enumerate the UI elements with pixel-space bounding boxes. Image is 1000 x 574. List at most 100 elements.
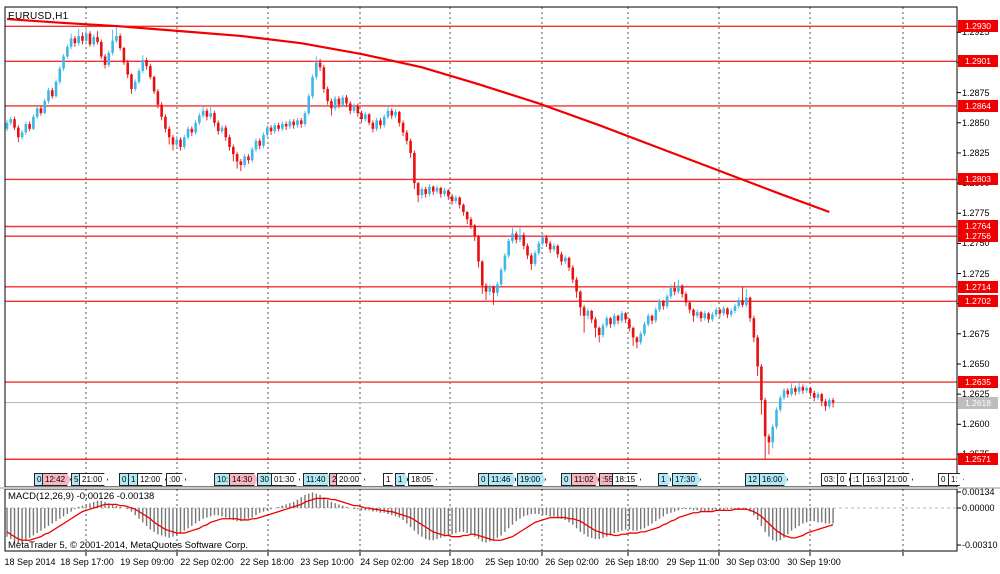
- candle-body: [616, 315, 620, 321]
- candle-body: [560, 254, 563, 262]
- candle-body: [484, 285, 488, 292]
- candle-body: [450, 196, 454, 202]
- candle-body: [133, 81, 137, 90]
- time-axis-label: 26 Sep 02:00: [545, 557, 599, 567]
- candle-body: [235, 154, 239, 162]
- candle-body: [703, 313, 707, 319]
- object-tag[interactable]: 1: [395, 473, 408, 486]
- object-tag[interactable]: 18:15: [612, 473, 641, 486]
- candle-body: [707, 313, 710, 320]
- candle-body: [579, 291, 582, 308]
- object-tag[interactable]: 12:42: [42, 473, 71, 486]
- object-tag[interactable]: 30: [257, 473, 275, 486]
- candle-body: [382, 116, 386, 126]
- object-tag[interactable]: 14:30: [229, 473, 258, 486]
- candle-body: [729, 310, 733, 315]
- candle-body: [454, 197, 458, 202]
- object-tag[interactable]: 12:00: [137, 473, 166, 486]
- candle-body: [665, 296, 669, 307]
- candle-body: [612, 315, 616, 325]
- price-tick-label: 1.2600: [962, 419, 990, 430]
- candle-body: [273, 125, 277, 132]
- candle-body: [624, 313, 627, 320]
- object-tag[interactable]: 21:00: [79, 473, 108, 486]
- candle-body: [367, 114, 371, 123]
- candle-body: [831, 400, 835, 403]
- object-tag[interactable]: 17:30: [672, 473, 701, 486]
- candle-body: [232, 146, 235, 155]
- candle-body: [213, 113, 216, 123]
- candle-body: [797, 386, 801, 392]
- candle-body: [786, 390, 790, 395]
- object-tag[interactable]: 11:02: [571, 473, 599, 486]
- macd-signal-line: [6, 497, 834, 541]
- object-tag[interactable]: 0: [837, 473, 850, 486]
- candle-body: [790, 388, 793, 395]
- candle-body: [186, 128, 190, 138]
- level-price-badge: 1.2864: [958, 99, 998, 112]
- candle-body: [326, 89, 329, 102]
- candle-body: [277, 125, 280, 129]
- time-axis-label: 25 Sep 10:00: [485, 557, 539, 567]
- object-tag[interactable]: :00: [166, 473, 186, 486]
- candle-body: [171, 137, 175, 145]
- candle-body: [752, 318, 756, 338]
- candle-body: [465, 212, 469, 220]
- candle-body: [680, 285, 684, 295]
- candle-body: [563, 257, 567, 262]
- time-axis-label: 30 Sep 19:00: [787, 557, 841, 567]
- candle-body: [198, 115, 201, 123]
- candle-body: [190, 128, 194, 133]
- candle-body: [43, 101, 47, 114]
- candle-body: [658, 301, 661, 310]
- candle-body: [507, 240, 510, 256]
- candle-body: [801, 386, 805, 391]
- candle-body: [827, 400, 831, 407]
- candle-body: [447, 190, 450, 197]
- object-tag[interactable]: 1: [658, 473, 671, 486]
- candle-body: [413, 152, 416, 184]
- candle-body: [228, 137, 231, 147]
- macd-signal-value: -0.00138: [116, 491, 155, 502]
- object-tag[interactable]: 11:40: [303, 473, 331, 486]
- level-price-badge: 1.2764: [958, 220, 998, 233]
- candle-body: [337, 98, 341, 105]
- candle-body: [405, 132, 409, 141]
- price-tick-label: 1.2875: [962, 87, 990, 98]
- candle-body: [265, 127, 269, 135]
- candle-body: [763, 400, 767, 437]
- candle-body: [330, 101, 333, 109]
- candle-body: [416, 183, 420, 196]
- object-tag[interactable]: 11:46: [488, 473, 516, 486]
- candle-body: [100, 41, 103, 57]
- object-tag[interactable]: 18:05: [408, 473, 437, 486]
- object-tag[interactable]: 20:00: [336, 473, 365, 486]
- object-tag[interactable]: 1:: [948, 473, 964, 486]
- candle-body: [756, 337, 759, 367]
- candle-body: [126, 62, 130, 75]
- object-tag[interactable]: 19:00: [517, 473, 546, 486]
- candle-body: [824, 401, 827, 407]
- object-tag[interactable]: 01:30: [271, 473, 300, 486]
- candle-body: [654, 309, 658, 321]
- candle-body: [269, 127, 273, 132]
- candle-body: [66, 46, 69, 57]
- object-tag[interactable]: 21:00: [884, 473, 913, 486]
- candle-body: [695, 312, 699, 316]
- candle-body: [24, 123, 28, 133]
- candle-body: [390, 110, 394, 116]
- candle-body: [420, 189, 424, 196]
- candle-body: [20, 132, 24, 138]
- candle-body: [590, 310, 593, 320]
- candle-body: [473, 225, 477, 237]
- candle-body: [812, 392, 816, 398]
- object-tag[interactable]: 16:00: [759, 473, 788, 486]
- candle-body: [688, 302, 692, 310]
- time-axis-label: 30 Sep 03:00: [726, 557, 780, 567]
- candle-body: [341, 97, 345, 105]
- candle-body: [28, 123, 31, 129]
- object-tag[interactable]: 16:3: [863, 473, 888, 486]
- candle-body: [216, 122, 220, 132]
- candle-body: [58, 68, 62, 82]
